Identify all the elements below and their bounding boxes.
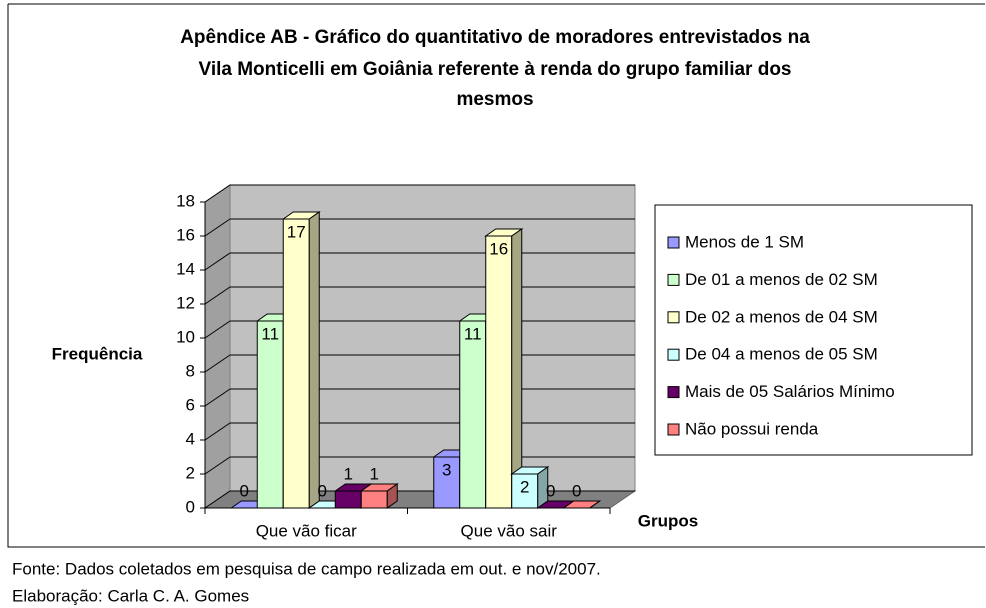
data-label: 17 bbox=[287, 222, 306, 241]
legend-swatch bbox=[667, 348, 680, 361]
data-label: 11 bbox=[261, 324, 279, 343]
y-tick-label: 14 bbox=[176, 259, 195, 278]
bar-side bbox=[386, 483, 398, 509]
legend-label: De 04 a menos de 05 SM bbox=[685, 345, 878, 364]
legend-swatch bbox=[667, 273, 680, 286]
x-tick-label: Que vão sair bbox=[461, 521, 558, 540]
data-label: 0 bbox=[318, 481, 327, 500]
y-tick-label: 4 bbox=[186, 429, 195, 448]
legend-swatch bbox=[667, 311, 680, 324]
y-tick-label: 12 bbox=[176, 293, 195, 312]
footer: Fonte: Dados coletados em pesquisa de ca… bbox=[12, 559, 601, 578]
legend-swatch bbox=[667, 236, 680, 249]
grid-line bbox=[204, 252, 231, 271]
grid-line bbox=[204, 422, 231, 441]
chart-title: Apêndice AB - Gráfico do quantitativo de… bbox=[180, 27, 810, 48]
grid-line bbox=[204, 218, 231, 237]
y-tick-label: 8 bbox=[186, 361, 195, 380]
legend bbox=[654, 204, 973, 456]
bar-side bbox=[589, 500, 601, 509]
grid-line bbox=[204, 286, 231, 305]
data-label: 16 bbox=[489, 239, 508, 258]
bar-side-shade bbox=[511, 229, 522, 508]
grid-line bbox=[204, 388, 231, 407]
data-label: 3 bbox=[442, 460, 451, 479]
y-tick-label: 18 bbox=[176, 191, 195, 210]
data-label: 0 bbox=[240, 481, 249, 500]
legend-label: De 02 a menos de 04 SM bbox=[685, 307, 878, 326]
footer: Elaboração: Carla C. A. Gomes bbox=[12, 586, 249, 605]
y-tick-label: 2 bbox=[186, 463, 195, 482]
grid-line bbox=[204, 184, 231, 203]
data-label: 0 bbox=[546, 481, 555, 500]
bar-side-shade bbox=[537, 467, 548, 508]
bar bbox=[282, 218, 310, 509]
bar-side-shade bbox=[387, 484, 398, 508]
bar bbox=[459, 320, 487, 509]
data-label: 0 bbox=[572, 481, 581, 500]
data-label: 11 bbox=[464, 324, 482, 343]
data-label: 1 bbox=[344, 464, 353, 483]
data-label: 2 bbox=[520, 477, 529, 496]
y-tick-label: 0 bbox=[186, 497, 195, 516]
legend-label: De 01 a menos de 02 SM bbox=[685, 270, 878, 289]
y-tick-label: 10 bbox=[176, 327, 195, 346]
y-axis-label: Frequência bbox=[52, 344, 143, 363]
chart-title: mesmos bbox=[456, 89, 533, 110]
legend-label: Não possui renda bbox=[685, 419, 819, 438]
y-tick-label: 16 bbox=[176, 225, 195, 244]
bar bbox=[334, 490, 362, 509]
chart-border bbox=[7, 3, 985, 548]
x-axis-label: Grupos bbox=[638, 511, 698, 530]
chart-title: Vila Monticelli em Goiânia referente à r… bbox=[198, 59, 791, 80]
y-tick-label: 6 bbox=[186, 395, 195, 414]
x-tick-label: Que vão ficar bbox=[256, 521, 357, 540]
bar bbox=[360, 490, 388, 509]
legend-swatch bbox=[667, 423, 680, 436]
bar-side-shade bbox=[309, 212, 320, 508]
grid-line bbox=[204, 320, 231, 339]
grid-line bbox=[204, 354, 231, 373]
data-label: 1 bbox=[370, 464, 379, 483]
bar bbox=[256, 320, 284, 509]
legend-label: Menos de 1 SM bbox=[685, 232, 804, 251]
bar bbox=[485, 235, 513, 509]
legend-swatch bbox=[667, 386, 680, 399]
grid-line bbox=[204, 490, 231, 509]
legend-label: Mais de 05 Salários Mínimo bbox=[685, 382, 895, 401]
grid-line bbox=[204, 456, 231, 475]
